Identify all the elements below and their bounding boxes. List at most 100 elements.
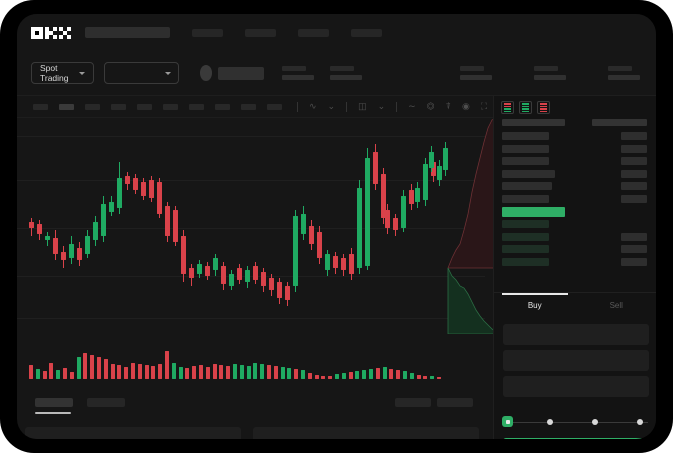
volume-bar	[280, 367, 285, 379]
interval-chip-2[interactable]	[85, 103, 100, 110]
okx-logo[interactable]	[31, 26, 71, 39]
orderbook-row-price	[502, 232, 549, 241]
nav-item-0[interactable]	[192, 28, 223, 37]
eraser-icon[interactable]: ⏣	[426, 101, 435, 111]
orderbook-row[interactable]	[494, 180, 656, 193]
interval-chip-4[interactable]	[137, 103, 152, 110]
line-tool-icon[interactable]: ∿	[309, 101, 317, 111]
orderbook-asks-icon[interactable]	[537, 101, 550, 114]
volume-bar	[382, 367, 387, 379]
orderbook-bids-icon[interactable]	[519, 101, 532, 114]
orderbook-row-price	[502, 182, 552, 191]
orderbook-row-amount	[621, 245, 647, 254]
interval-chip-0[interactable]	[33, 103, 48, 110]
volume-bar	[335, 374, 339, 379]
fib-tool-icon[interactable]: ◫	[358, 101, 367, 111]
bottom-tab-1[interactable]	[87, 398, 125, 407]
bottom-tab-0[interactable]	[35, 398, 73, 407]
volume-bar	[328, 376, 333, 379]
camera-icon[interactable]: ⍒	[445, 101, 451, 111]
bottom-tab-bar	[17, 394, 485, 416]
slider-node-0[interactable]	[503, 417, 512, 426]
interval-chip-1[interactable]	[59, 103, 74, 110]
volume-bar	[389, 369, 394, 379]
orderbook-row[interactable]	[494, 143, 656, 156]
orderbook-row[interactable]	[494, 168, 656, 181]
stat-value	[330, 75, 363, 80]
fullscreen-icon[interactable]: ⛶	[480, 101, 488, 111]
orderbook-both-icon[interactable]	[501, 101, 514, 114]
volume-bar	[253, 363, 258, 379]
volume-bar	[199, 365, 203, 379]
shapes-tool-icon[interactable]: ⌄	[377, 101, 386, 111]
orderbook-row[interactable]	[494, 231, 656, 244]
orderbook-header	[494, 119, 656, 127]
spot-trading-dropdown[interactable]: Spot Trading	[31, 62, 95, 84]
volume-bar	[409, 373, 414, 379]
last-price-value	[218, 66, 265, 80]
stat-value	[608, 75, 641, 80]
market-subheader: Spot Trading	[17, 51, 656, 96]
volume-bar	[63, 368, 67, 379]
volume-bar	[69, 372, 74, 379]
volume-bar	[301, 370, 305, 379]
order-total-field[interactable]	[503, 376, 649, 397]
stat-label	[282, 66, 307, 71]
volume-bar	[314, 375, 319, 379]
orderbook-row[interactable]	[494, 193, 656, 206]
volume-bar	[178, 367, 183, 379]
volume-bar	[437, 377, 441, 379]
orderbook-row[interactable]	[494, 256, 656, 269]
volume-bar	[165, 351, 169, 379]
price-chart[interactable]	[17, 118, 485, 334]
tab-buy[interactable]: Buy	[527, 301, 542, 310]
bottom-panel-0[interactable]	[25, 427, 241, 439]
interval-chip-5[interactable]	[163, 103, 178, 110]
volume-bar	[97, 357, 101, 379]
order-price-field[interactable]	[503, 324, 649, 345]
spot-trading-label: Spot Trading	[40, 63, 69, 83]
stat-1	[330, 66, 378, 80]
slider-node-1[interactable]	[547, 419, 553, 425]
app-screen: Spot Trading	[17, 14, 656, 439]
orderbook-row-price	[502, 144, 549, 153]
search-input[interactable]	[85, 27, 170, 38]
volume-bar	[137, 364, 142, 379]
orderbook-row[interactable]	[494, 218, 656, 231]
slider-node-2[interactable]	[592, 419, 598, 425]
orderbook-rows	[494, 130, 656, 269]
bottom-tab-right-1[interactable]	[437, 398, 473, 407]
toolbar-divider	[396, 101, 398, 112]
order-form-tabs: Buy Sell	[494, 292, 656, 318]
submit-order-button[interactable]	[503, 438, 649, 439]
interval-chip-3[interactable]	[111, 103, 126, 110]
interval-chip-9[interactable]	[267, 103, 282, 110]
orderbook-row[interactable]	[494, 155, 656, 168]
bottom-tab-right-0[interactable]	[395, 398, 431, 407]
orderbook-row[interactable]	[494, 243, 656, 256]
nav-item-1[interactable]	[245, 28, 276, 37]
slider-node-3[interactable]	[637, 419, 643, 425]
volume-bar	[35, 369, 40, 379]
nav-item-2[interactable]	[298, 28, 329, 37]
interval-chip-8[interactable]	[241, 103, 256, 110]
bottom-panel-1[interactable]	[253, 427, 479, 439]
orderbook-row[interactable]	[494, 130, 656, 143]
orderbook-row-price	[502, 194, 549, 203]
interval-chip-6[interactable]	[189, 103, 204, 110]
volume-bar	[375, 368, 380, 379]
settings-icon[interactable]: ◉	[461, 101, 470, 111]
trend-tool-icon[interactable]: ⌄	[327, 101, 336, 111]
stat-4	[608, 66, 656, 80]
tab-sell[interactable]: Sell	[609, 301, 623, 310]
trading-pair-select[interactable]	[104, 62, 180, 84]
orderbook-row[interactable]	[494, 206, 656, 219]
wave-icon[interactable]: ∼	[408, 101, 416, 111]
order-amount-slider[interactable]	[503, 417, 649, 429]
volume-bar	[103, 359, 108, 379]
volume-bar	[287, 368, 292, 379]
interval-chip-7[interactable]	[215, 103, 230, 110]
nav-item-3[interactable]	[351, 28, 382, 37]
order-amount-field[interactable]	[503, 350, 649, 371]
